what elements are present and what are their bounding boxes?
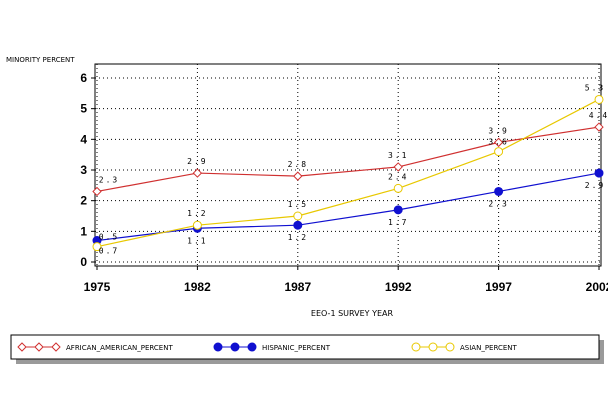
data-label-s1-p3: 1.7 bbox=[388, 218, 408, 227]
marker-s1-pleg2 bbox=[247, 342, 257, 352]
legend-items: AFRICAN_AMERICAN_PERCENT HISPANIC_PERCENT… bbox=[17, 342, 518, 352]
x-tick-label-0: 1975 bbox=[84, 280, 111, 294]
x-axis-label: EEO-1 SURVEY YEAR bbox=[311, 309, 394, 318]
marker-s1-p4 bbox=[494, 186, 504, 196]
data-label-s0-p5: 4.4 bbox=[589, 111, 608, 120]
marker-s2-p4 bbox=[494, 147, 504, 157]
marker-s0-p5 bbox=[594, 122, 604, 132]
data-label-s0-p0: 2.3 bbox=[99, 175, 119, 184]
y-tick-label-1: 1 bbox=[80, 224, 87, 238]
marker-s0-pleg1 bbox=[34, 342, 44, 352]
marker-s1-pleg0 bbox=[213, 342, 223, 352]
legend-label-1: HISPANIC_PERCENT bbox=[262, 344, 331, 352]
data-label-s1-p2: 1.2 bbox=[288, 233, 308, 242]
y-tick-label-3: 3 bbox=[80, 163, 87, 177]
marker-s0-p2 bbox=[293, 171, 303, 181]
x-tick-label-4: 1997 bbox=[485, 280, 512, 294]
series-line-2 bbox=[96, 98, 600, 248]
series-group bbox=[92, 94, 604, 252]
y-axis-ticks: 0 1 2 3 4 5 6 bbox=[80, 71, 95, 269]
x-tick-label-2: 1987 bbox=[284, 280, 311, 294]
marker-s1-pleg1 bbox=[230, 342, 240, 352]
data-label-s0-p4: 3.9 bbox=[488, 126, 508, 135]
plot-frame bbox=[94, 63, 602, 267]
y-tick-label-0: 0 bbox=[80, 255, 87, 269]
data-label-s2-p5: 5.3 bbox=[585, 83, 605, 92]
data-label-s0-p2: 2.8 bbox=[288, 160, 308, 169]
marker-s2-p2 bbox=[293, 211, 303, 221]
marker-s0-p4 bbox=[493, 137, 504, 148]
marker-s2-p3 bbox=[393, 183, 403, 193]
series-line-1 bbox=[96, 172, 600, 242]
data-label-s1-p4: 2.3 bbox=[488, 199, 508, 208]
marker-s2-pleg2 bbox=[445, 342, 455, 352]
data-label-s2-p1: 1.2 bbox=[187, 209, 207, 218]
marker-s0-pleg2 bbox=[51, 342, 61, 352]
marker-s0-p0 bbox=[92, 186, 102, 197]
marker-s1-p3 bbox=[393, 205, 403, 215]
data-label-s2-p0: 0.5 bbox=[99, 233, 119, 242]
y-tick-label-5: 5 bbox=[80, 102, 87, 116]
data-label-s0-p3: 3.1 bbox=[388, 151, 408, 160]
data-label-s1-p1: 1.1 bbox=[187, 236, 207, 245]
marker-s2-p5 bbox=[594, 94, 604, 104]
marker-s0-p3 bbox=[393, 162, 403, 172]
marker-s2-p1 bbox=[192, 220, 202, 230]
legend-label-0: AFRICAN_AMERICAN_PERCENT bbox=[66, 344, 173, 352]
marker-s2-pleg1 bbox=[428, 342, 438, 352]
data-label-s2-p2: 1.5 bbox=[288, 200, 308, 209]
marker-s0-p1 bbox=[192, 168, 203, 178]
marker-s1-p5 bbox=[594, 168, 604, 178]
data-label-s1-p5: 2.9 bbox=[585, 181, 605, 190]
marker-s2-p0 bbox=[92, 242, 102, 252]
x-tick-label-3: 1992 bbox=[385, 280, 412, 294]
grid-lines bbox=[95, 64, 601, 266]
y-tick-label-6: 6 bbox=[80, 71, 87, 85]
y-tick-label-2: 2 bbox=[80, 194, 87, 208]
marker-s1-p2 bbox=[293, 220, 303, 230]
legend: AFRICAN_AMERICAN_PERCENT HISPANIC_PERCENT… bbox=[10, 334, 604, 364]
y-axis-label: MINORITY PERCENT bbox=[6, 56, 75, 64]
legend-label-2: ASIAN_PERCENT bbox=[460, 344, 518, 352]
data-labels: 2.3 2.9 2.8 3.1 3.9 4.4 0.7 1.1 1.2 1.7 2.3 2.9 0.5 1… bbox=[99, 83, 608, 256]
marker-s2-pleg0 bbox=[411, 342, 421, 352]
series-line-0 bbox=[96, 126, 600, 193]
data-label-s2-p4: 3.6 bbox=[488, 138, 508, 147]
data-label-s1-p0: 0.7 bbox=[99, 247, 119, 256]
x-tick-label-1: 1982 bbox=[184, 280, 211, 294]
legend-box bbox=[10, 334, 600, 360]
data-label-s0-p1: 2.9 bbox=[187, 157, 207, 166]
marker-s0-pleg0 bbox=[17, 342, 27, 352]
y-tick-label-4: 4 bbox=[80, 132, 87, 146]
data-label-s2-p3: 2.4 bbox=[388, 172, 408, 181]
